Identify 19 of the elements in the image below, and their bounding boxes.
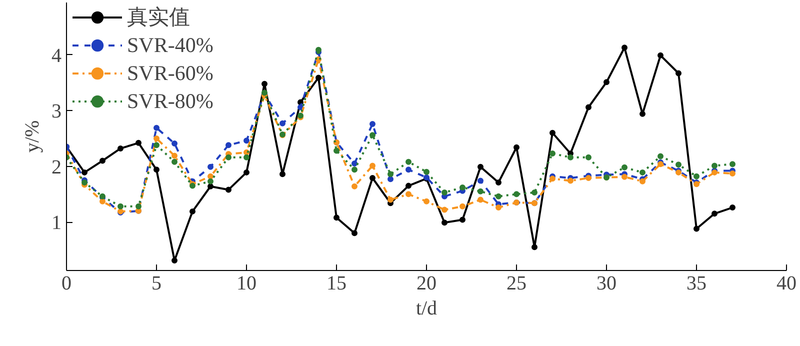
y-tick-label: 3 [52,100,62,123]
legend-label: SVR-40% [127,32,214,58]
x-tick-label: 35 [686,272,706,294]
y-tick-label: 1 [52,212,62,234]
x-tick-label: 10 [236,272,256,294]
legend-label: 真实值 [127,4,190,31]
x-axis-title: t/d [416,298,438,320]
x-tick-label: 30 [596,272,616,294]
y-tick-label: 2 [52,156,62,178]
y-axis-title: y/% [22,120,44,153]
legend-label: SVR-60% [127,60,214,86]
y-tick-label: 4 [52,44,62,67]
x-tick-label: 5 [152,272,162,294]
x-tick-label: 20 [416,272,436,294]
x-tick-label: 40 [776,272,796,294]
legend-label: SVR-80% [127,88,214,114]
x-tick-label: 15 [326,272,346,294]
x-tick-label: 0 [62,272,72,294]
x-tick-label: 25 [506,272,526,294]
